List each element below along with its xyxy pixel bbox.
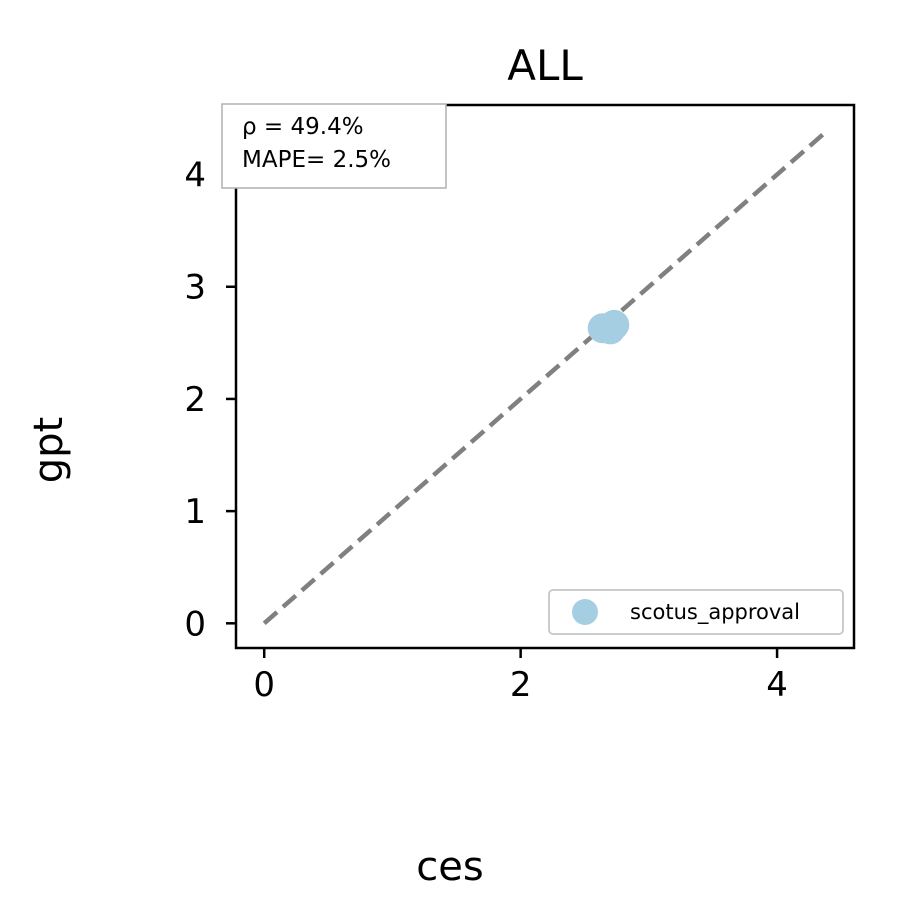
ticks-layer: 0 2 4 0 1 2 3 4 (184, 156, 788, 705)
chart-title: ALL (507, 41, 583, 90)
annotation-box: ρ = 49.4% MAPE= 2.5% (221, 103, 447, 189)
legend-box (548, 589, 844, 635)
y-tick-label: 2 (184, 380, 206, 420)
plot-area: 0 2 4 0 1 2 3 4 (184, 103, 856, 705)
points-layer (587, 309, 630, 345)
data-point (599, 309, 630, 340)
identity-reference-line (262, 127, 830, 626)
annotation-rho: ρ = 49.4% (242, 114, 364, 140)
reference-line-layer (262, 127, 830, 626)
x-axis-title: ces (416, 844, 483, 890)
x-tick-label: 0 (253, 665, 275, 705)
x-tick-label: 4 (766, 665, 788, 705)
y-tick-label: 4 (184, 156, 206, 196)
annotation-mape: MAPE= 2.5% (242, 147, 391, 173)
x-tick-label: 2 (510, 665, 532, 705)
y-tick-label: 1 (184, 492, 206, 532)
y-tick-label: 0 (184, 604, 206, 644)
plot-frame (234, 103, 856, 650)
legend: scotus_approval (548, 589, 844, 635)
legend-label: scotus_approval (630, 600, 800, 625)
annotation-background (221, 103, 447, 189)
y-tick-label: 3 (184, 268, 206, 308)
y-axis-title: gpt (26, 417, 72, 483)
legend-marker (572, 599, 598, 625)
